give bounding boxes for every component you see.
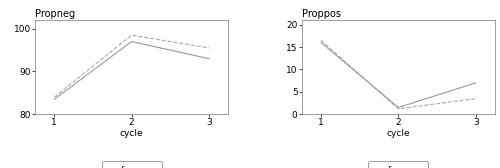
Legend: A, B: A, B bbox=[102, 161, 162, 168]
X-axis label: cycle: cycle bbox=[386, 129, 410, 138]
Legend: A, B: A, B bbox=[368, 161, 428, 168]
Text: Propneg: Propneg bbox=[35, 9, 75, 19]
Text: Proppos: Proppos bbox=[302, 9, 341, 19]
X-axis label: cycle: cycle bbox=[120, 129, 144, 138]
